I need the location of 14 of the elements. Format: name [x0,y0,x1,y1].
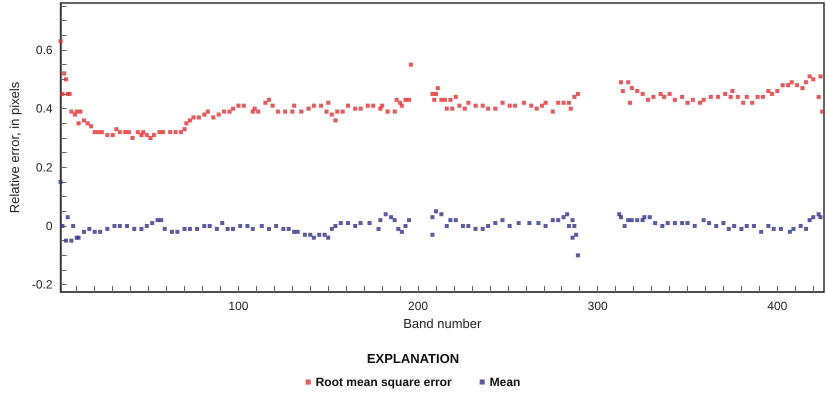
x-tick-label: 200 [408,299,428,313]
legend-label: Mean [490,375,520,389]
x-tick-label: 400 [767,299,788,313]
legend-title: EXPLANATION [366,351,460,366]
y-tick-label: 0 [46,218,53,233]
legend-label: Root mean square error [316,375,452,389]
x-tick-label: 100 [228,299,249,313]
x-tick-label: 300 [588,299,608,313]
x-axis-title: Band number [403,316,482,331]
y-axis-title: Relative error, in pixels [7,81,22,214]
y-tick-label: -0.2 [32,278,53,292]
y-tick-label: 0.2 [36,160,53,174]
y-tick-label: 0.4 [36,102,53,116]
y-tick-label: 0.6 [36,42,53,57]
